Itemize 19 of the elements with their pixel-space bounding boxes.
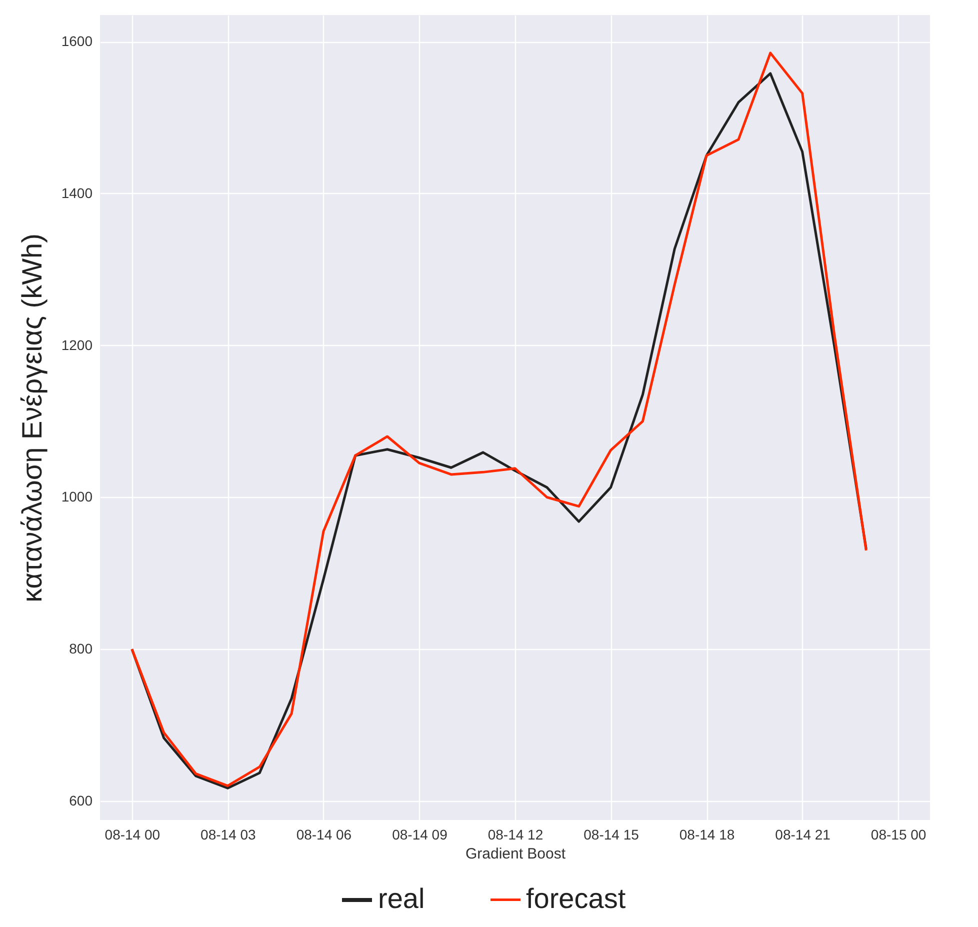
x-tick-label: 08-14 18 — [679, 826, 735, 842]
y-tick-label: 600 — [69, 792, 93, 809]
x-tick-label: 08-14 03 — [200, 826, 256, 842]
y-tick-label: 1200 — [61, 336, 93, 353]
y-tick-label: 1600 — [61, 33, 93, 50]
y-axis-title: κατανάλωση Ενέργειας (kWh) — [16, 234, 48, 602]
legend-label: forecast — [526, 882, 626, 914]
y-tick-label: 800 — [69, 640, 93, 657]
legend-label: real — [378, 883, 425, 914]
x-axis-title: Gradient Boost — [465, 846, 566, 862]
x-tick-label: 08-14 06 — [296, 826, 352, 842]
x-tick-label: 08-14 12 — [488, 826, 544, 842]
x-tick-label: 08-14 21 — [775, 826, 831, 842]
x-tick-label: 08-14 00 — [104, 826, 160, 842]
y-tick-label: 1000 — [61, 488, 93, 505]
y-tick-label: 1400 — [61, 184, 93, 201]
x-tick-label: 08-14 15 — [584, 826, 640, 842]
x-tick-label: 08-15 00 — [870, 826, 926, 842]
x-tick-label: 08-14 09 — [392, 826, 448, 842]
